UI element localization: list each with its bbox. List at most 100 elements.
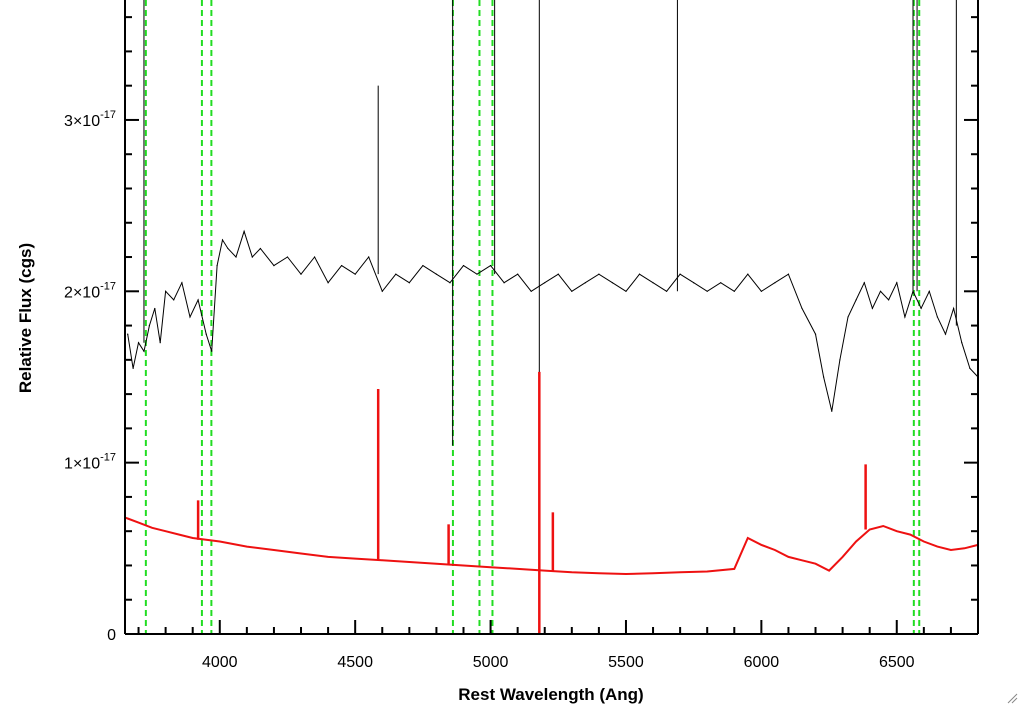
x-tick-label: 5500 xyxy=(608,654,644,671)
model-continuum-line-point xyxy=(192,537,194,539)
observed-spectrum-line-point xyxy=(871,307,873,310)
observed-spectrum-line-point xyxy=(888,299,890,301)
model-continuum-line-point xyxy=(855,540,857,543)
observed-spectrum-line-point xyxy=(961,342,963,344)
observed-spectrum-line-point xyxy=(286,256,289,258)
observed-spectrum-line-point xyxy=(920,307,922,310)
resize-grip-icon[interactable] xyxy=(1006,692,1018,704)
observed-spectrum-line-point xyxy=(823,376,825,378)
observed-spectrum-line-point xyxy=(747,273,749,275)
model-continuum-line-point xyxy=(137,522,140,524)
model-continuum xyxy=(124,516,979,576)
model-continuum-line xyxy=(124,516,979,576)
observed-spectrum-line-point xyxy=(944,333,947,335)
observed-spectrum-line-point xyxy=(354,273,356,275)
observed-spectrum-line-point xyxy=(557,273,559,275)
observed-spectrum-line-point xyxy=(216,264,218,267)
x-tick-labels: 4000 4500 5000 5500 6000 6500 xyxy=(202,654,915,671)
observed-spectrum-line-point xyxy=(720,282,722,284)
model-continuum-line-point xyxy=(300,552,302,555)
y-tick-exponent: -17 xyxy=(100,109,116,121)
observed-spectrum-line-point xyxy=(368,256,370,258)
observed-spectrum-line-point xyxy=(435,273,438,275)
observed-spectrum-line-point xyxy=(205,333,207,335)
model-continuum-line-point xyxy=(408,561,410,563)
observed-spectrum-line-point xyxy=(665,290,668,292)
observed-spectrum-line-point xyxy=(801,307,803,310)
model-continuum-line-point xyxy=(882,525,884,527)
observed-spectrum-line-point xyxy=(904,316,906,318)
observed-spectrum-line-point xyxy=(300,273,302,275)
model-continuum-line-point xyxy=(571,571,573,573)
model-continuum-line-point xyxy=(747,537,749,539)
observed-spectrum-line-point xyxy=(611,282,614,284)
x-axis-title: Rest Wavelength (Ang) xyxy=(458,685,643,704)
observed-spectrum-line-point xyxy=(227,247,229,250)
observed-spectrum-line-point xyxy=(273,264,275,267)
x-tick-label: 5000 xyxy=(473,654,509,671)
model-continuum-line-point xyxy=(842,556,844,558)
observed-spectrum-line-point xyxy=(159,342,161,344)
observed-spectrum-line-point xyxy=(879,290,882,292)
observed-spectrum-line-point xyxy=(733,290,735,292)
observed-spectrum-line-point xyxy=(408,282,410,284)
observed-spectrum-line-point xyxy=(544,282,546,284)
observed-spectrum-line-point xyxy=(928,290,930,292)
observed-spectrum-line-point xyxy=(327,282,329,284)
y-tick-labels: 01×10-172×10-173×10-17 xyxy=(64,109,116,644)
y-tick-label: 2×10-17 xyxy=(64,280,116,301)
observed-spectrum-line-point xyxy=(181,282,183,284)
model-continuum-line-point xyxy=(950,549,952,551)
observed-spectrum-line-point xyxy=(197,299,199,301)
model-continuum-line-point xyxy=(489,566,492,568)
model-continuum-line-point xyxy=(774,549,776,551)
emission-spikes xyxy=(143,0,957,634)
observed-spectrum-line-point xyxy=(381,290,383,292)
observed-spectrum-line-point xyxy=(787,273,790,275)
observed-spectrum-line-point xyxy=(221,239,224,241)
y-tick-mantissa: 0 xyxy=(107,627,116,644)
observed-spectrum-line-point xyxy=(165,290,167,292)
model-continuum-line-point xyxy=(733,568,735,570)
model-continuum-line-point xyxy=(923,540,925,543)
y-tick-mantissa: 3×10 xyxy=(64,113,100,130)
observed-spectrum-line-point xyxy=(896,282,898,284)
axes xyxy=(124,0,979,635)
model-continuum-line-point xyxy=(219,540,221,543)
y-tick-label: 0 xyxy=(107,627,116,644)
model-continuum-line-point xyxy=(544,570,546,572)
observed-spectrum-line-point xyxy=(598,273,600,275)
model-continuum-line-point xyxy=(205,539,207,541)
observed-spectrum-line-point xyxy=(127,333,129,335)
y-axis-title: Relative Flux (cgs) xyxy=(16,243,35,393)
model-continuum-line-point xyxy=(327,556,329,558)
observed-spectrum-line-point xyxy=(235,256,237,258)
observed-spectrum-line-point xyxy=(143,350,145,352)
observed-spectrum-line-point xyxy=(839,359,841,361)
model-continuum-line-point xyxy=(625,573,627,575)
observed-spectrum-line-point xyxy=(936,316,938,318)
observed-spectrum-line-point xyxy=(476,273,478,275)
model-continuum-line-point xyxy=(246,546,248,548)
model-continuum-line-point xyxy=(151,527,153,529)
model-continuum-line-point xyxy=(435,563,438,565)
observed-spectrum-line-point xyxy=(313,256,316,258)
observed-spectrum xyxy=(127,229,979,412)
model-continuum-line-point xyxy=(787,556,790,558)
observed-spectrum-line-point xyxy=(693,282,695,284)
observed-spectrum-line-point xyxy=(173,299,175,301)
model-continuum-line-point xyxy=(462,564,465,567)
observed-spectrum-line-point xyxy=(706,290,708,292)
observed-spectrum-line-point xyxy=(969,367,971,370)
observed-spectrum-line-point xyxy=(395,273,397,275)
y-tick-mantissa: 2×10 xyxy=(64,284,100,301)
observed-spectrum-line-point xyxy=(814,333,817,335)
observed-spectrum-line-point xyxy=(462,264,465,267)
model-continuum-line-point xyxy=(896,530,898,532)
observed-spectrum-line-point xyxy=(148,324,150,327)
model-continuum-line-point xyxy=(706,570,708,573)
observed-spectrum-line-point xyxy=(154,307,156,310)
observed-spectrum-line-point xyxy=(584,282,586,284)
observed-spectrum-line-point xyxy=(489,264,492,267)
